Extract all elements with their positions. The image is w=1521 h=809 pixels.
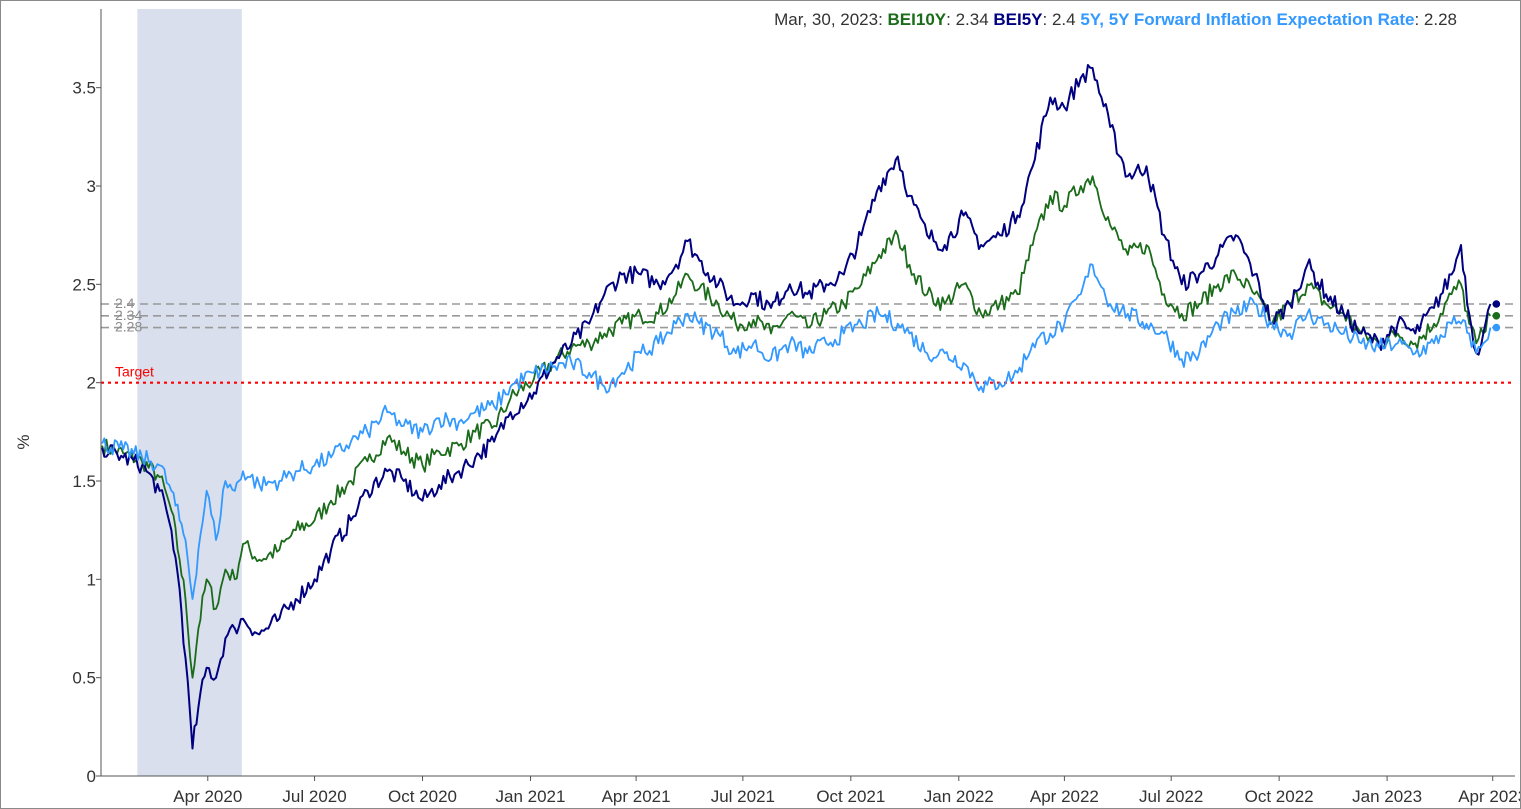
series-line (101, 64, 1492, 750)
y-tick-label: 3 (87, 177, 96, 196)
x-axis-ticks: Apr 2020 Jul 2020 Oct 2020 Jan 2021 Apr 2021… (173, 776, 1520, 806)
x-tick-label: Jan 2021 (496, 787, 566, 806)
legend-series-value: : 2.28 (1414, 10, 1457, 29)
x-tick-label: Oct 2020 (388, 787, 457, 806)
y-tick-label: 0 (87, 767, 96, 786)
target-label: Target (115, 364, 154, 380)
x-tick-label: Apr 2022 (1030, 787, 1099, 806)
series-end-dot (1492, 300, 1501, 308)
x-tick-label: Jan 2022 (924, 787, 994, 806)
legend-date: Mar, 30, 2023: (774, 10, 887, 29)
last-value-label: 2.34 (115, 307, 142, 323)
last-value-label: 2.4 (115, 295, 135, 311)
x-tick-label: Apr 2020 (173, 787, 242, 806)
x-tick-label: Oct 2022 (1245, 787, 1314, 806)
legend: Mar, 30, 2023: BEI10Y: 2.34 BEI5Y: 2.4 5… (774, 10, 1457, 29)
recession-band (137, 9, 242, 776)
y-tick-label: 2.5 (72, 275, 96, 294)
series-group (101, 64, 1501, 750)
legend-series-value: : 2.34 (946, 10, 993, 29)
x-tick-label: Apr 2023 (1458, 787, 1520, 806)
legend-series-name: 5Y, 5Y Forward Inflation Expectation Rat… (1080, 10, 1414, 29)
y-axis-ticks: 0 0.5 1 1.5 2 2.5 3 3.5 (72, 79, 101, 786)
series-end-dot (1492, 312, 1501, 320)
legend-series-value: : 2.4 (1043, 10, 1081, 29)
legend-series-name: BEI5Y (993, 10, 1043, 29)
x-tick-label: Jul 2021 (711, 787, 775, 806)
x-tick-label: Oct 2021 (816, 787, 885, 806)
y-tick-label: 0.5 (72, 669, 96, 688)
x-tick-label: Jul 2022 (1139, 787, 1203, 806)
x-tick-label: Jan 2023 (1352, 787, 1422, 806)
legend-series-name: BEI10Y (888, 10, 947, 29)
y-tick-label: 1 (87, 570, 96, 589)
y-axis-label: % (14, 434, 33, 449)
series-end-dot (1492, 323, 1501, 332)
series-line (101, 263, 1492, 600)
y-tick-label: 2 (87, 374, 96, 393)
last-value-label: 2.28 (115, 319, 142, 335)
x-tick-label: Apr 2021 (602, 787, 671, 806)
y-tick-label: 3.5 (72, 79, 96, 98)
plot-background (101, 9, 1515, 776)
x-tick-label: Jul 2020 (282, 787, 346, 806)
y-tick-label: 1.5 (72, 472, 96, 491)
series-line (101, 175, 1492, 679)
